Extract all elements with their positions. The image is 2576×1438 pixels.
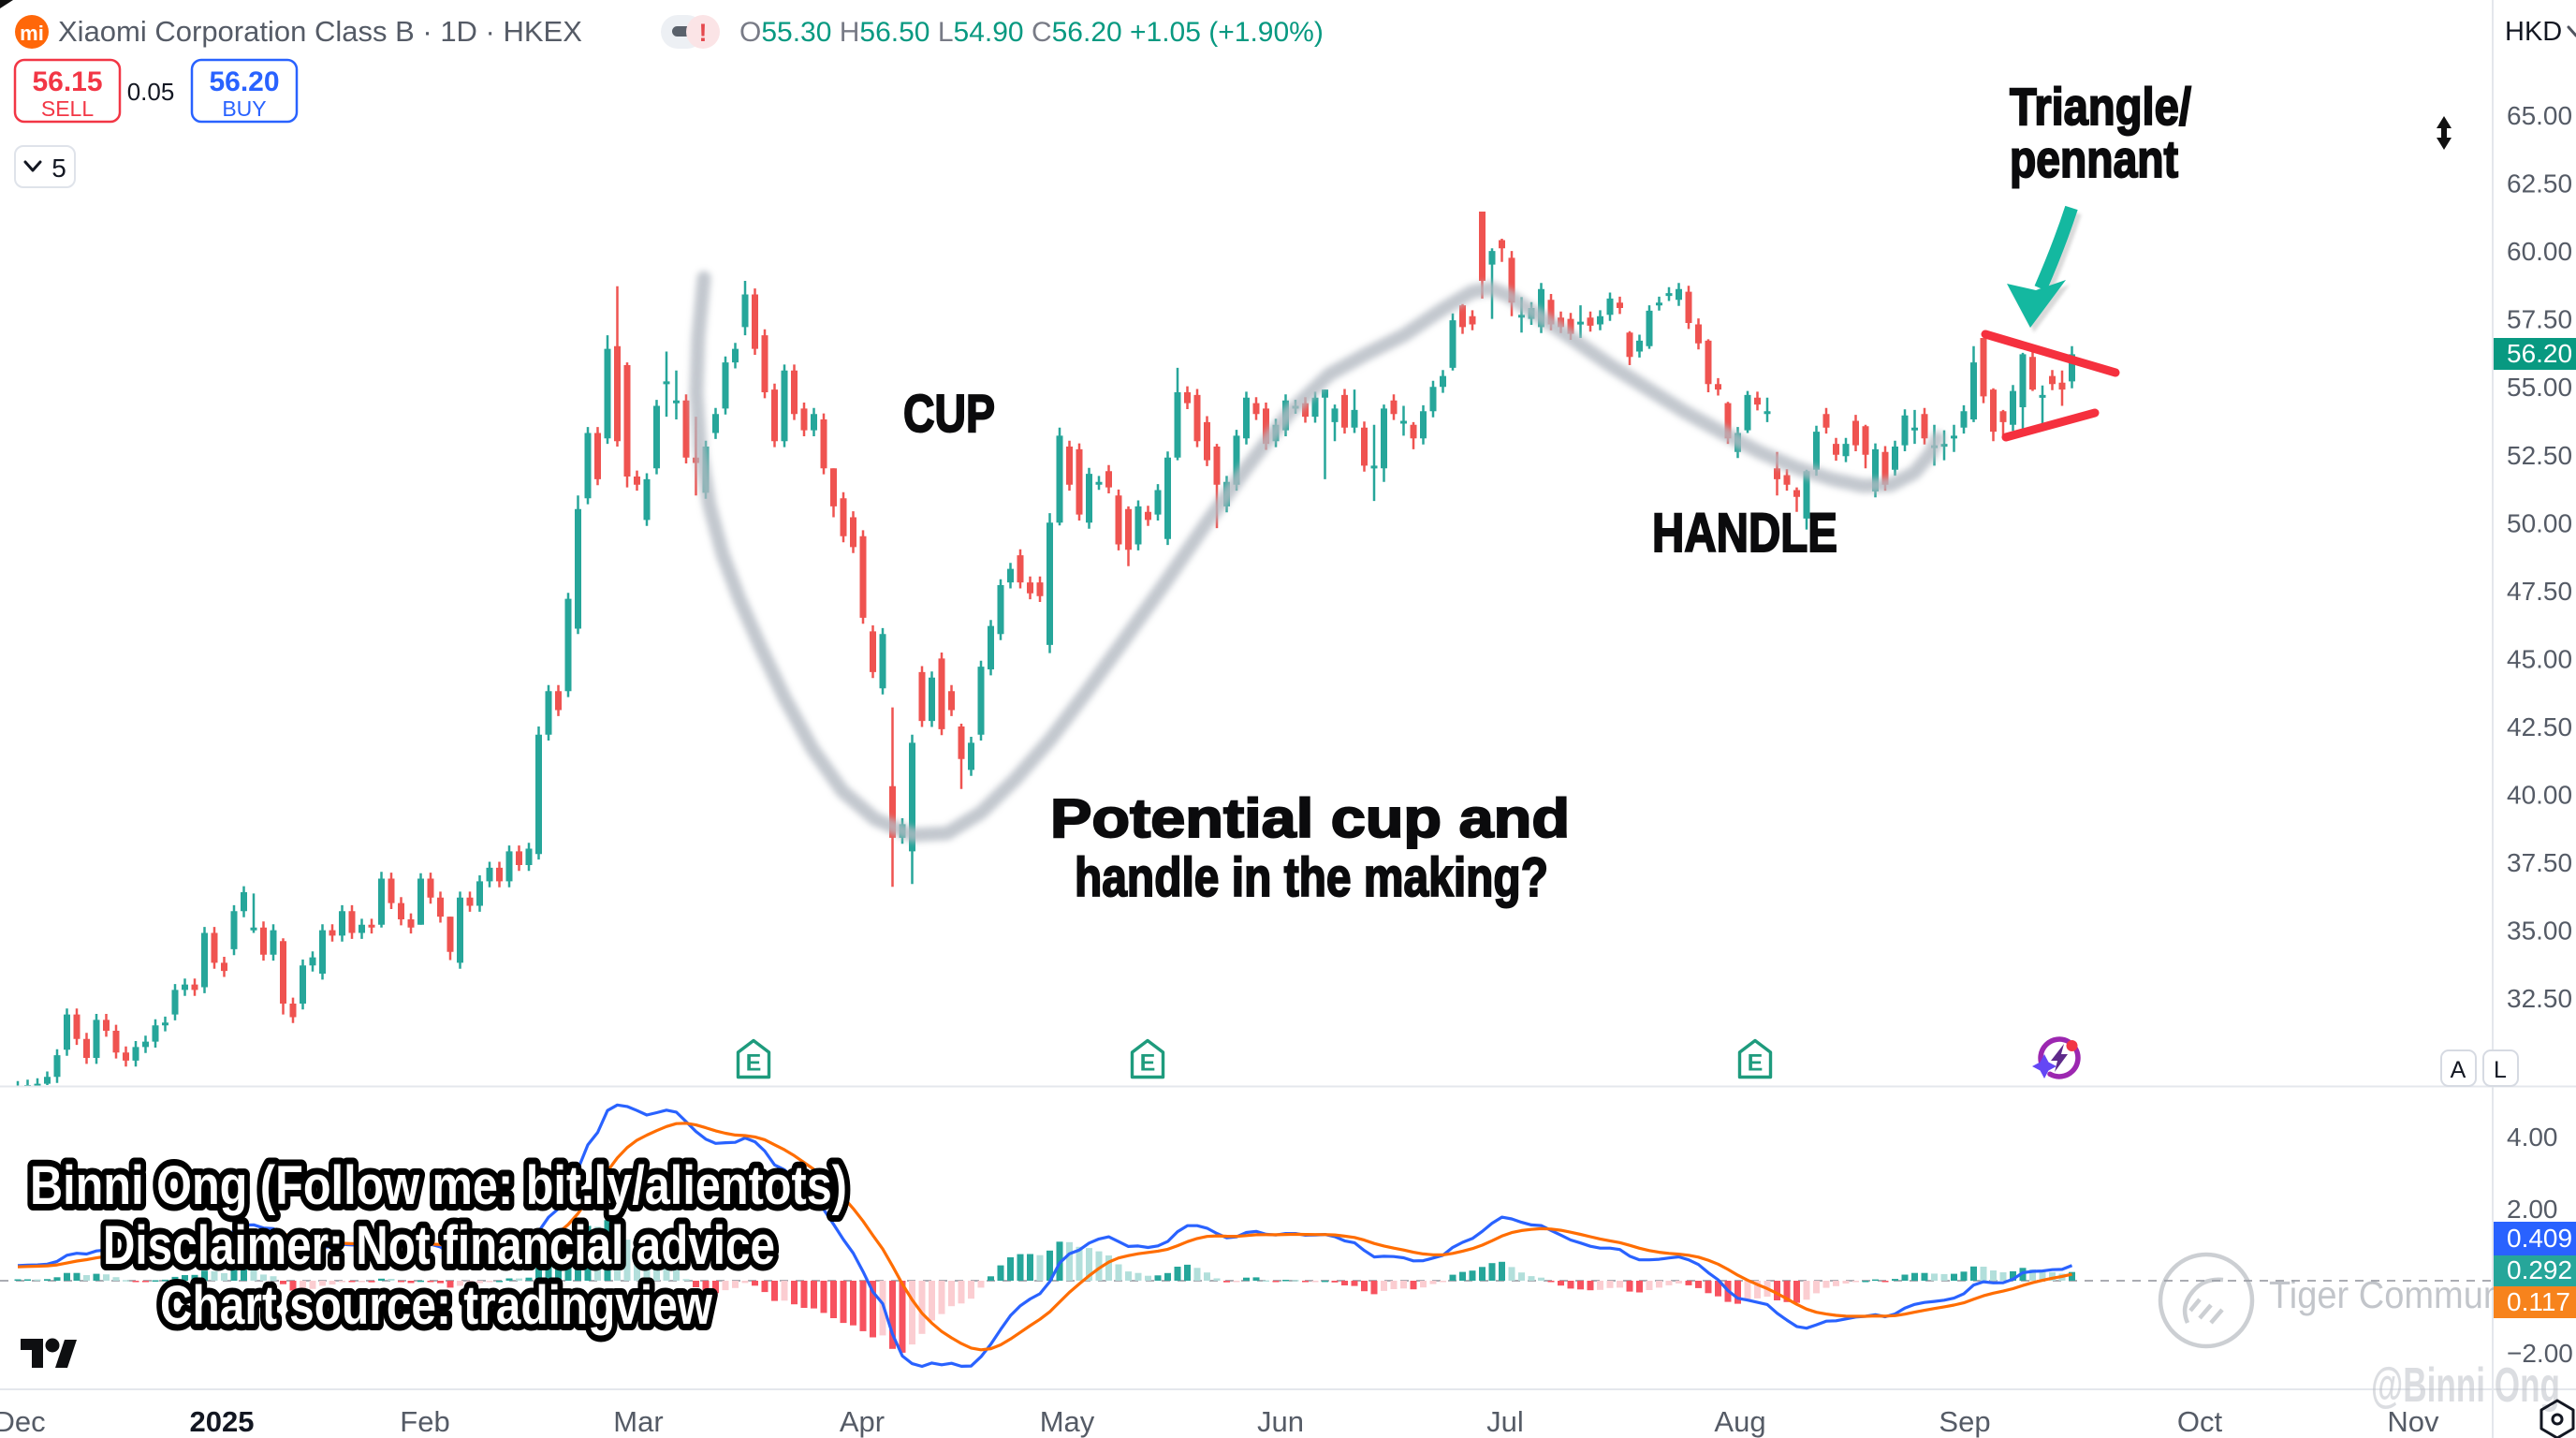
svg-text:Disclaimer: Not financial advi: Disclaimer: Not financial advice <box>103 1215 775 1276</box>
svg-text:Oct: Oct <box>2177 1405 2223 1438</box>
svg-text:Xiaomi Corporation Class B · 1: Xiaomi Corporation Class B · 1D · HKEX <box>58 15 582 48</box>
svg-text:Binni Ong (Follow me: bit.ly/a: Binni Ong (Follow me: bit.ly/alientots) <box>30 1155 847 1216</box>
svg-text:56.20: 56.20 <box>2507 339 2572 368</box>
svg-text:handle in the making?: handle in the making? <box>1075 847 1548 908</box>
svg-text:55.00: 55.00 <box>2507 373 2572 402</box>
svg-text:45.00: 45.00 <box>2507 644 2572 673</box>
svg-text:4.00: 4.00 <box>2507 1123 2558 1152</box>
svg-text:0.409: 0.409 <box>2507 1224 2572 1253</box>
svg-text:Triangle/: Triangle/ <box>2010 77 2191 136</box>
svg-text:56.20: 56.20 <box>209 66 279 97</box>
svg-text:Disclaimer: Not financial advi: Disclaimer: Not financial advice <box>103 1215 775 1276</box>
svg-text:Jun: Jun <box>1257 1405 1304 1438</box>
svg-text:2.00: 2.00 <box>2507 1195 2558 1224</box>
svg-text:HANDLE: HANDLE <box>1652 503 1837 564</box>
svg-text:CUP: CUP <box>903 384 995 444</box>
svg-text:42.50: 42.50 <box>2507 712 2572 741</box>
svg-text:pennant: pennant <box>2010 129 2178 188</box>
svg-text:@Binni Ong: @Binni Ong <box>2371 1358 2560 1413</box>
svg-text:HKD: HKD <box>2505 17 2562 47</box>
svg-text:37.50: 37.50 <box>2507 848 2572 877</box>
svg-text:47.50: 47.50 <box>2507 577 2572 606</box>
svg-text:Feb: Feb <box>400 1405 449 1438</box>
svg-text:2025: 2025 <box>190 1405 255 1438</box>
svg-text:Potential cup and: Potential cup and <box>1050 788 1570 849</box>
svg-text:E: E <box>1748 1050 1764 1077</box>
svg-text:BUY: BUY <box>222 96 266 121</box>
svg-text:60.00: 60.00 <box>2507 237 2572 266</box>
svg-text:!: ! <box>699 19 708 47</box>
svg-text:56.15: 56.15 <box>32 66 102 97</box>
svg-text:Nov: Nov <box>2387 1405 2439 1438</box>
svg-text:50.00: 50.00 <box>2507 508 2572 537</box>
svg-text:Mar: Mar <box>613 1405 663 1438</box>
svg-text:0.05: 0.05 <box>127 78 175 106</box>
svg-text:Chart source: tradingview: Chart source: tradingview <box>160 1275 713 1336</box>
svg-text:5: 5 <box>51 154 66 183</box>
svg-text:A: A <box>2451 1057 2466 1083</box>
svg-text:Aug: Aug <box>1714 1405 1765 1438</box>
svg-text:mi: mi <box>20 22 44 45</box>
svg-text:0.117: 0.117 <box>2507 1287 2570 1316</box>
svg-text:Binni Ong (Follow me: bit.ly/a: Binni Ong (Follow me: bit.ly/alientots) <box>30 1155 847 1216</box>
svg-text:65.00: 65.00 <box>2507 101 2572 130</box>
svg-text:May: May <box>1040 1405 1095 1438</box>
svg-text:52.50: 52.50 <box>2507 441 2572 470</box>
svg-text:32.50: 32.50 <box>2507 984 2572 1013</box>
svg-text:−2.00: −2.00 <box>2507 1339 2573 1368</box>
svg-text:Dec: Dec <box>0 1405 46 1438</box>
svg-text:Apr: Apr <box>840 1405 885 1438</box>
svg-text:Jul: Jul <box>1486 1405 1524 1438</box>
svg-text:57.50: 57.50 <box>2507 305 2572 334</box>
svg-text:40.00: 40.00 <box>2507 781 2572 810</box>
svg-text:Sep: Sep <box>1939 1405 1990 1438</box>
svg-text:E: E <box>746 1050 762 1077</box>
svg-text:0.292: 0.292 <box>2507 1255 2572 1284</box>
svg-text:35.00: 35.00 <box>2507 917 2572 946</box>
svg-text:Chart source: tradingview: Chart source: tradingview <box>160 1275 713 1336</box>
svg-text:SELL: SELL <box>41 96 94 121</box>
svg-text:62.50: 62.50 <box>2507 169 2572 198</box>
svg-text:E: E <box>1140 1050 1156 1077</box>
svg-text:L: L <box>2494 1057 2507 1083</box>
svg-text:O55.30 H56.50 L54.90 C56.20 +1: O55.30 H56.50 L54.90 C56.20 +1.05 (+1.90… <box>739 17 1324 48</box>
